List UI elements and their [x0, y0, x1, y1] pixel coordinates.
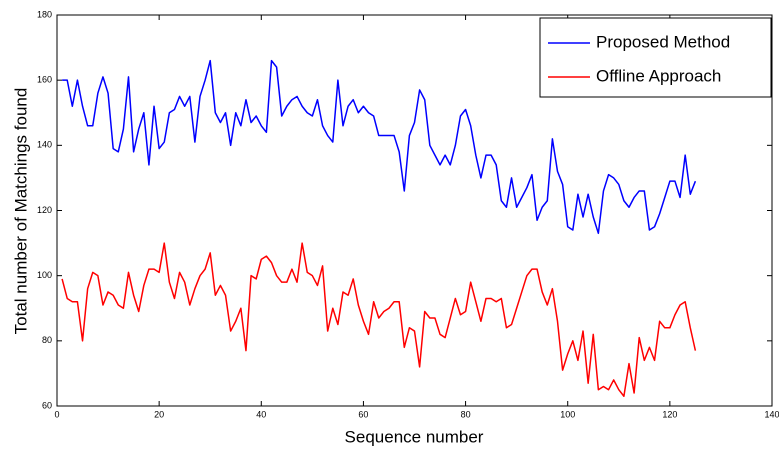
y-axis-label: Total number of Matchings found — [11, 88, 30, 335]
y-tick-label: 160 — [37, 75, 52, 85]
x-tick-label: 0 — [54, 409, 59, 419]
x-tick-label: 80 — [461, 409, 471, 419]
legend-label: Offline Approach — [596, 66, 721, 85]
y-tick-label: 80 — [42, 335, 52, 345]
legend-box — [539, 17, 772, 98]
y-tick-label: 60 — [42, 400, 52, 410]
legend-label: Proposed Method — [596, 32, 730, 51]
x-tick-label: 40 — [256, 409, 266, 419]
x-tick-label: 100 — [560, 409, 575, 419]
x-tick-label: 20 — [154, 409, 164, 419]
x-axis-label: Sequence number — [345, 427, 484, 446]
x-tick-label: 60 — [358, 409, 368, 419]
data-line — [61, 242, 697, 397]
y-tick-label: 100 — [37, 270, 52, 280]
data-line — [62, 59, 697, 235]
y-tick-label: 140 — [37, 140, 52, 150]
x-tick-label: 120 — [662, 409, 677, 419]
x-tick-label: 140 — [764, 409, 779, 419]
y-tick-label: 120 — [37, 205, 52, 215]
y-tick-label: 180 — [37, 9, 52, 19]
